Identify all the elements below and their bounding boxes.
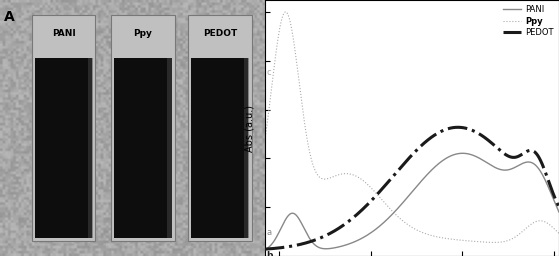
Bar: [35, 58, 92, 238]
Line: PEDOT: PEDOT: [265, 127, 559, 249]
Text: A: A: [4, 10, 15, 24]
Text: a: a: [267, 228, 272, 237]
Bar: [188, 15, 252, 241]
Text: PANI: PANI: [51, 29, 75, 38]
Ppy: [338, 173, 345, 176]
Text: c: c: [267, 68, 271, 77]
Bar: [111, 15, 175, 241]
Ppy: [262, 138, 268, 142]
PANI: [262, 248, 268, 251]
Bar: [115, 58, 172, 238]
Bar: [244, 58, 249, 238]
Y-axis label: Abs (a.u.): Abs (a.u.): [244, 104, 254, 152]
Legend: PANI, Ppy, PEDOT: PANI, Ppy, PEDOT: [500, 2, 557, 40]
PANI: [556, 211, 559, 214]
PANI: [471, 154, 478, 157]
PEDOT: [454, 126, 461, 129]
PANI: [459, 152, 466, 155]
Ppy: [387, 208, 394, 211]
Ppy: [471, 240, 478, 243]
Line: PANI: PANI: [265, 153, 559, 250]
PANI: [293, 214, 300, 217]
Text: b: b: [267, 251, 273, 256]
Bar: [88, 58, 93, 238]
Ppy: [556, 232, 559, 235]
PEDOT: [516, 154, 523, 157]
Line: Ppy: Ppy: [265, 12, 559, 242]
Ppy: [282, 10, 289, 13]
PANI: [516, 164, 523, 167]
Ppy: [516, 232, 523, 236]
PEDOT: [262, 248, 268, 251]
Text: PEDOT: PEDOT: [203, 29, 237, 38]
Bar: [32, 15, 96, 241]
PEDOT: [387, 178, 394, 181]
Ppy: [484, 241, 490, 244]
Bar: [191, 58, 248, 238]
PEDOT: [471, 130, 478, 133]
PANI: [484, 161, 490, 164]
PEDOT: [338, 225, 345, 228]
Ppy: [490, 241, 497, 244]
PEDOT: [556, 205, 559, 208]
PANI: [338, 245, 345, 248]
PANI: [387, 215, 394, 218]
Ppy: [294, 65, 301, 68]
Text: Ppy: Ppy: [134, 29, 153, 38]
Bar: [167, 58, 172, 238]
PEDOT: [293, 244, 300, 247]
PEDOT: [484, 137, 490, 141]
